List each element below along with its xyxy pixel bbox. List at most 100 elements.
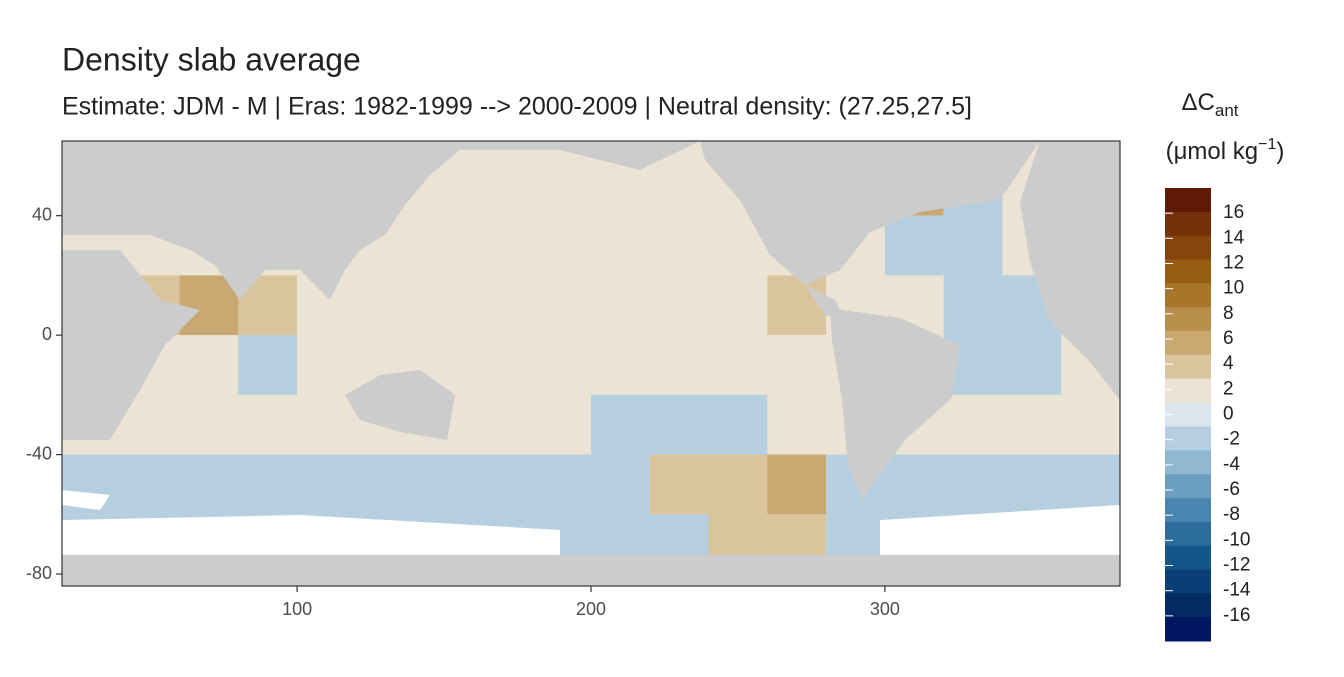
cell: [238, 335, 298, 395]
cell: [649, 215, 709, 276]
legend-swatch: [1165, 497, 1211, 523]
cell: [1061, 394, 1120, 455]
cell: [179, 335, 239, 395]
legend-tick-label: 4: [1223, 353, 1234, 374]
cell: [355, 275, 415, 336]
cell: [297, 454, 356, 515]
cell: [179, 275, 239, 336]
legend-tick-label: 8: [1223, 303, 1234, 324]
no-data: [62, 490, 1120, 560]
legend-unit-superscript: −1: [1258, 136, 1276, 153]
cell: [767, 275, 827, 336]
cell: [649, 275, 709, 336]
legend-tick-label: -12: [1223, 555, 1250, 576]
legend-tick-label: -10: [1223, 529, 1250, 550]
cell: [1061, 454, 1120, 515]
cell: [943, 275, 1003, 336]
legend-tick-label: 0: [1223, 404, 1234, 425]
cell: [355, 454, 415, 515]
cell: [473, 394, 533, 455]
legend-tick-label: 6: [1223, 328, 1234, 349]
legend-tick-label: -6: [1223, 479, 1240, 500]
legend-swatch: [1165, 545, 1211, 570]
cell: [708, 335, 768, 395]
cell: [1002, 394, 1062, 455]
legend-swatch: [1165, 331, 1211, 356]
cell: [767, 394, 827, 455]
legend-tick-label: 12: [1223, 253, 1244, 274]
cell: [884, 215, 944, 276]
y-tick-label: -80: [26, 563, 52, 583]
legend-swatch: [1165, 378, 1211, 404]
cell: [473, 275, 533, 336]
cell: [708, 454, 768, 515]
cell: [414, 275, 474, 336]
land: [62, 141, 1120, 586]
y-tick-label: 40: [32, 204, 52, 224]
legend-unit-main: (μmol kg: [1166, 138, 1259, 165]
cell: [767, 335, 827, 395]
legend-tick-label: -14: [1223, 580, 1251, 601]
y-tick-label: 0: [42, 324, 52, 344]
legend-tick-label: 2: [1223, 378, 1234, 399]
cell: [473, 141, 533, 216]
x-tick-label: 100: [282, 599, 312, 619]
cell: [120, 454, 180, 515]
legend-unit: (μmol kg−1): [1166, 136, 1285, 165]
legend-swatch: [1165, 307, 1211, 332]
cell: [473, 335, 533, 395]
cell: [1002, 454, 1062, 515]
legend-swatch: [1165, 188, 1211, 213]
cell: [591, 335, 650, 395]
cell: [1002, 335, 1062, 395]
legend-swatch: [1165, 569, 1211, 594]
cell: [591, 454, 650, 515]
chart-subtitle: Estimate: JDM - M | Eras: 1982-1999 --> …: [62, 93, 972, 121]
legend-swatch: [1165, 617, 1211, 642]
legend-title-subscript: ant: [1215, 101, 1239, 120]
legend-tick-label: -2: [1223, 429, 1240, 450]
y-tick-label: -40: [26, 443, 52, 463]
cell: [591, 394, 650, 455]
cell: [473, 215, 533, 276]
legend-tick-label: 16: [1223, 202, 1244, 223]
cell: [649, 454, 709, 515]
cell: [649, 335, 709, 395]
cell: [532, 454, 591, 515]
cell: [179, 454, 239, 515]
legend-title: ΔCant: [1181, 89, 1238, 120]
legend-title-main: ΔC: [1181, 89, 1214, 116]
cell: [591, 275, 650, 336]
legend-unit-close: ): [1276, 138, 1284, 165]
cell: [473, 454, 533, 515]
cell: [532, 335, 591, 395]
cell: [943, 394, 1003, 455]
cell: [884, 454, 944, 515]
legend-swatch: [1165, 235, 1211, 261]
legend-swatch: [1165, 521, 1211, 547]
cell: [943, 215, 1003, 276]
legend-swatch: [1165, 426, 1211, 451]
cell: [297, 394, 356, 455]
cell: [238, 394, 298, 455]
cell: [708, 394, 768, 455]
cell: [767, 454, 827, 515]
legend-swatch: [1165, 354, 1211, 380]
x-tick-label: 200: [576, 599, 606, 619]
cell: [943, 454, 1003, 515]
legend-swatch: [1165, 474, 1211, 499]
legend-tick-label: 14: [1223, 227, 1245, 248]
legend-swatch: [1165, 283, 1211, 308]
cell: [297, 335, 356, 395]
legend-swatch: [1165, 450, 1211, 475]
cell: [179, 394, 239, 455]
legend-tick-label: -4: [1223, 454, 1240, 475]
cell: [708, 275, 768, 336]
legend-swatch: [1165, 211, 1211, 237]
legend-tick-label: -16: [1223, 605, 1250, 626]
cell: [532, 394, 591, 455]
x-tick-label: 300: [870, 599, 900, 619]
legend: ΔCant (μmol kg−1) 16 14 12 10 8 6 4 2 0 -2 -4 -6 -8 -…: [1165, 89, 1285, 642]
cell: [532, 275, 591, 336]
